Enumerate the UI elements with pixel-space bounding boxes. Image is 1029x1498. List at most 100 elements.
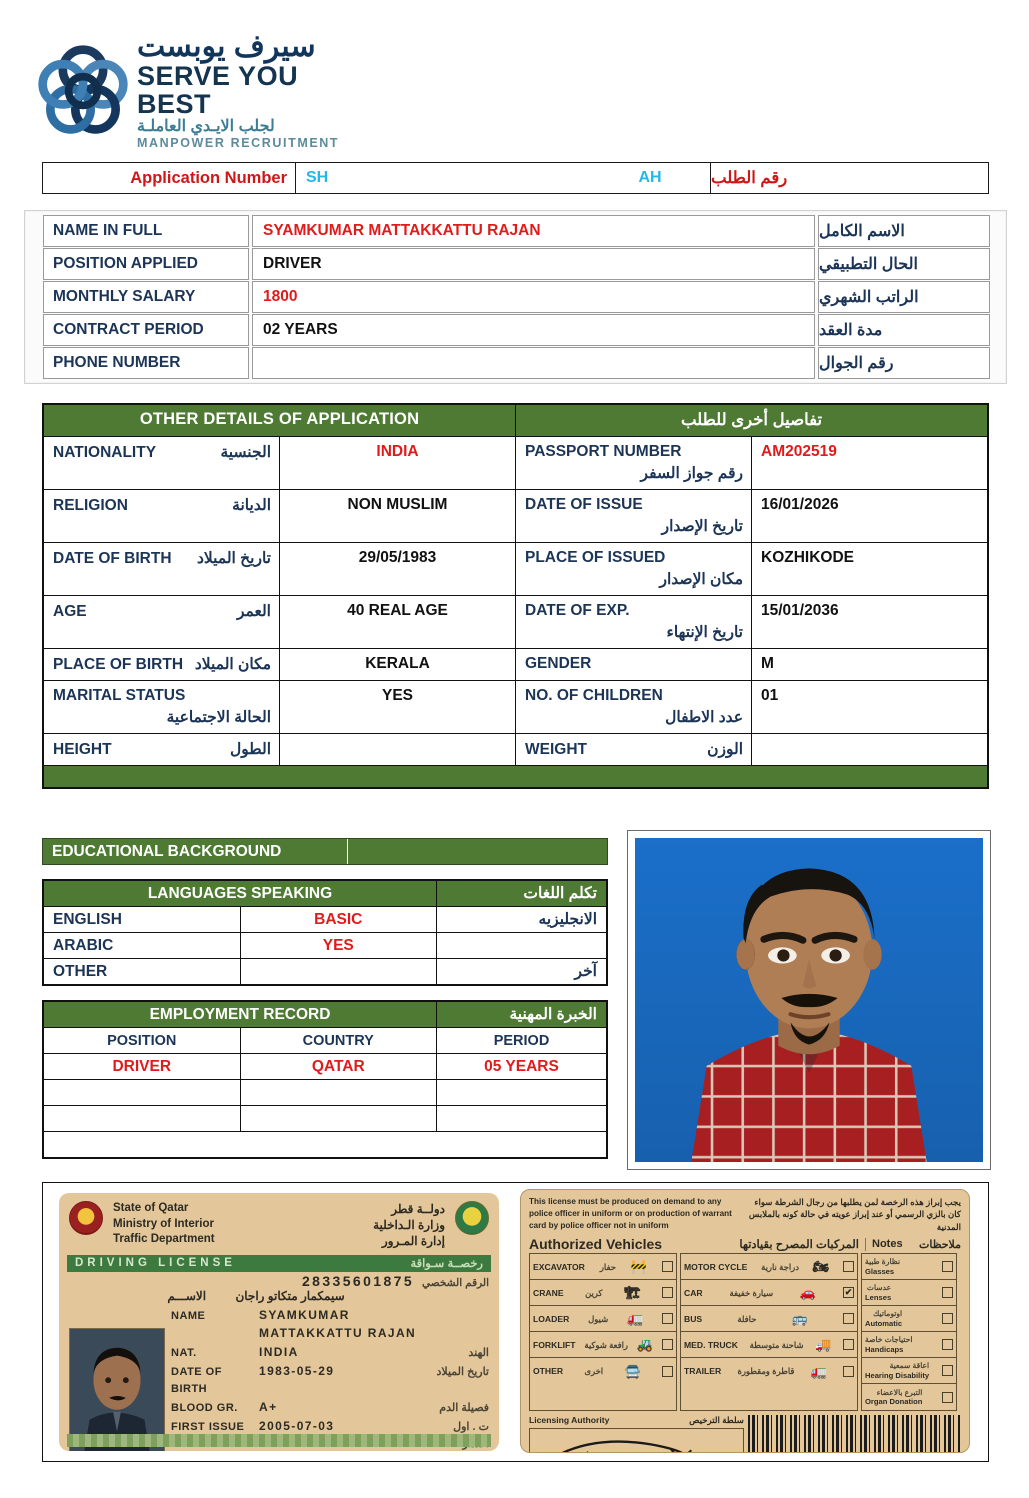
vehicle-checkbox[interactable] <box>662 1287 673 1299</box>
note-category-row[interactable]: نظارة طبية Glasses <box>862 1254 956 1281</box>
note-category-row[interactable]: اوتوماتيك Automatic <box>862 1306 956 1333</box>
vehicle-checkbox[interactable] <box>662 1261 673 1273</box>
summary-label: PHONE NUMBER <box>43 347 249 379</box>
note-checkbox[interactable] <box>942 1313 953 1325</box>
vehicle-checkbox[interactable] <box>661 1313 673 1325</box>
license-field-key: FIRST ISSUE <box>171 1420 245 1433</box>
vehicle-category-row[interactable]: FORKLIFT رافعة شوكية 🚜 <box>530 1332 676 1359</box>
authority-signature <box>529 1428 744 1452</box>
vehicle-checkbox[interactable]: ✔ <box>842 1287 854 1299</box>
details-value-cell[interactable]: 01 <box>751 680 988 734</box>
employment-column-header-row: POSITION COUNTRY PERIOD <box>43 1027 607 1054</box>
vehicle-checkbox[interactable] <box>843 1313 854 1325</box>
employment-position[interactable] <box>43 1105 241 1132</box>
employment-country[interactable]: QATAR <box>239 1053 437 1080</box>
language-level[interactable] <box>239 958 437 985</box>
employment-country[interactable] <box>239 1105 437 1132</box>
logo-english-subtitle: MANPOWER RECRUITMENT <box>137 135 340 150</box>
vehicle-checkbox[interactable] <box>842 1339 854 1351</box>
language-level[interactable]: BASIC <box>239 906 437 933</box>
note-checkbox[interactable] <box>942 1365 953 1377</box>
employment-position[interactable]: DRIVER <box>43 1053 241 1080</box>
details-value-cell[interactable] <box>751 733 988 766</box>
summary-label-arabic: رقم الجوال <box>818 347 990 379</box>
licensing-authority-ar: سلطة الترخيص <box>689 1415 744 1426</box>
summary-row: PHONE NUMBER رقم الجوال <box>43 347 990 379</box>
summary-value[interactable]: 1800 <box>252 281 815 313</box>
details-value-cell[interactable]: NON MUSLIM <box>279 489 516 543</box>
vehicle-name-en: MED. TRUCK <box>684 1339 738 1350</box>
employment-period[interactable] <box>436 1079 607 1106</box>
details-value-cell[interactable]: 40 REAL AGE <box>279 595 516 649</box>
details-value-cell[interactable]: 15/01/2036 <box>751 595 988 649</box>
vehicle-checkbox[interactable] <box>661 1365 673 1377</box>
company-logo: سيرف يوبست SERVE YOU BEST لجلب الايـدي ا… <box>35 31 365 149</box>
vehicle-category-row[interactable]: OTHER اخرى 🚍 <box>530 1358 676 1384</box>
vehicle-glyph-icon: 🚌 <box>791 1311 808 1327</box>
vehicle-category-row[interactable]: BUS حافلة 🚌 <box>681 1306 857 1333</box>
note-category-row[interactable]: اعاقة سمعية Hearing Disability <box>862 1358 956 1385</box>
details-value-cell[interactable]: 16/01/2026 <box>751 489 988 543</box>
note-category-row[interactable]: احتياجات خاصة Handicaps <box>862 1332 956 1359</box>
license-field-key: NAME <box>171 1309 206 1322</box>
details-value-cell[interactable]: INDIA <box>279 436 516 490</box>
note-label: اعاقة سمعية Hearing Disability <box>865 1361 929 1380</box>
summary-value[interactable]: 02 YEARS <box>252 314 815 346</box>
details-header-english: OTHER DETAILS OF APPLICATION <box>43 404 516 437</box>
details-value-cell[interactable]: M <box>751 648 988 681</box>
license-portrait-icon <box>70 1328 164 1451</box>
employment-record-table: EMPLOYMENT RECORD الخبرة المهنية POSITIO… <box>42 1000 608 1159</box>
vehicle-name-ar: دراجة نارية <box>761 1261 799 1272</box>
license-field-row: NAT. INDIA الهند <box>171 1343 489 1362</box>
vehicle-column-light: MOTOR CYCLE دراجة نارية 🏍 CAR سيارة خفيفة 🚗 ✔ B… <box>680 1253 858 1412</box>
language-row: OTHER آخر <box>43 958 607 985</box>
note-checkbox[interactable] <box>942 1287 953 1299</box>
employment-position[interactable] <box>43 1079 241 1106</box>
details-value-cell[interactable]: KERALA <box>279 648 516 681</box>
license-field-row: NAME SYAMKUMAR MATTAKKATTU RAJAN <box>171 1306 489 1343</box>
details-value-cell[interactable] <box>279 733 516 766</box>
application-number-ah-value[interactable]: AH <box>638 169 662 186</box>
vehicle-checkbox[interactable] <box>661 1339 673 1351</box>
vehicle-category-row[interactable]: EXCAVATOR حفار 🚧 <box>530 1254 676 1281</box>
license-field-list: NAME SYAMKUMAR MATTAKKATTU RAJAN NAT. INDIA… <box>171 1306 489 1451</box>
note-checkbox[interactable] <box>942 1391 953 1403</box>
summary-value[interactable]: DRIVER <box>252 248 815 280</box>
application-number-sh-value[interactable]: SH <box>306 169 329 186</box>
license-department-line: Traffic Department <box>113 1233 215 1246</box>
vehicle-checkbox[interactable] <box>843 1365 854 1377</box>
vehicle-glyph-icon: 🚜 <box>636 1337 654 1353</box>
employment-period[interactable]: 05 YEARS <box>436 1053 607 1080</box>
notes-header-en: Notes <box>872 1237 903 1250</box>
summary-value[interactable] <box>252 347 815 379</box>
language-name: ARABIC <box>43 932 241 959</box>
license-field-value: INDIA <box>259 1344 299 1359</box>
employment-period[interactable] <box>436 1105 607 1132</box>
vehicle-checkbox[interactable] <box>843 1261 854 1273</box>
license-front-side: State of Qatar Ministry of Interior Traf… <box>59 1193 499 1451</box>
details-value-cell[interactable]: 29/05/1983 <box>279 542 516 596</box>
license-name-arabic: سيمكمار متكاتو راجان الاســـم <box>59 1289 499 1303</box>
note-category-row[interactable]: التبرع بالاعضاء Organ Donation <box>862 1384 956 1410</box>
note-checkbox[interactable] <box>942 1339 953 1351</box>
note-label-en: Handicaps <box>865 1344 904 1354</box>
details-value-cell[interactable]: AM202519 <box>751 436 988 490</box>
vehicle-category-row[interactable]: CAR سيارة خفيفة 🚗 ✔ <box>681 1280 857 1307</box>
licensing-authority-en: Licensing Authority <box>529 1415 610 1426</box>
vehicle-category-row[interactable]: TRAILER قاطرة ومقطورة 🚛 <box>681 1358 857 1384</box>
vehicle-category-row[interactable]: MOTOR CYCLE دراجة نارية 🏍 <box>681 1254 857 1281</box>
note-checkbox[interactable] <box>942 1261 953 1273</box>
language-level[interactable]: YES <box>239 932 437 959</box>
vehicle-category-row[interactable]: CRANE كرين 🏗 <box>530 1280 676 1307</box>
details-value-cell[interactable]: KOZHIKODE <box>751 542 988 596</box>
summary-value[interactable]: SYAMKUMAR MATTAKKATTU RAJAN <box>252 215 815 247</box>
vehicle-category-row[interactable]: MED. TRUCK شاحنة متوسطة 🚚 <box>681 1332 857 1359</box>
employment-country[interactable] <box>239 1079 437 1106</box>
vehicle-category-row[interactable]: LOADER شيول 🚛 <box>530 1306 676 1333</box>
note-category-row[interactable]: عدسات Lenses <box>862 1280 956 1307</box>
other-details-table: OTHER DETAILS OF APPLICATION تفاصيل أخرى… <box>42 403 989 789</box>
details-value-cell[interactable]: YES <box>279 680 516 734</box>
interlocking-circles-logo-icon <box>38 45 128 134</box>
notes-column: نظارة طبية Glasses عدسات Lenses اوتوماتيك Aut… <box>861 1253 957 1412</box>
driving-license-container: State of Qatar Ministry of Interior Traf… <box>42 1182 989 1462</box>
